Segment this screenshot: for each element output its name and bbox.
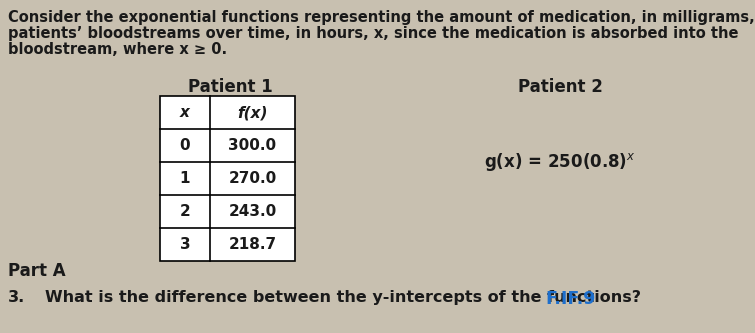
Text: 300.0: 300.0	[229, 138, 276, 153]
Text: 218.7: 218.7	[229, 237, 276, 252]
Text: x: x	[180, 105, 190, 120]
Text: 2: 2	[180, 204, 190, 219]
Text: 0: 0	[180, 138, 190, 153]
Text: Patient 1: Patient 1	[188, 78, 273, 96]
Text: bloodstream, where x ≥ 0.: bloodstream, where x ≥ 0.	[8, 42, 227, 57]
Text: patients’ bloodstreams over time, in hours, x, since the medication is absorbed : patients’ bloodstreams over time, in hou…	[8, 26, 738, 41]
Text: f(x): f(x)	[237, 105, 268, 120]
Bar	[160, 96, 295, 261]
Text: Patient 2: Patient 2	[518, 78, 602, 96]
Text: 3.: 3.	[8, 290, 25, 305]
Text: 1: 1	[180, 171, 190, 186]
Text: F.IF.9: F.IF.9	[545, 290, 596, 308]
Text: 243.0: 243.0	[228, 204, 276, 219]
Text: 3: 3	[180, 237, 190, 252]
Text: Part A: Part A	[8, 262, 66, 280]
Text: Consider the exponential functions representing the amount of medication, in mil: Consider the exponential functions repre…	[8, 10, 755, 25]
Text: 270.0: 270.0	[228, 171, 276, 186]
Text: g(x) = 250(0.8)$^x$: g(x) = 250(0.8)$^x$	[484, 151, 636, 173]
Text: What is the difference between the y-intercepts of the functions?: What is the difference between the y-int…	[45, 290, 641, 305]
